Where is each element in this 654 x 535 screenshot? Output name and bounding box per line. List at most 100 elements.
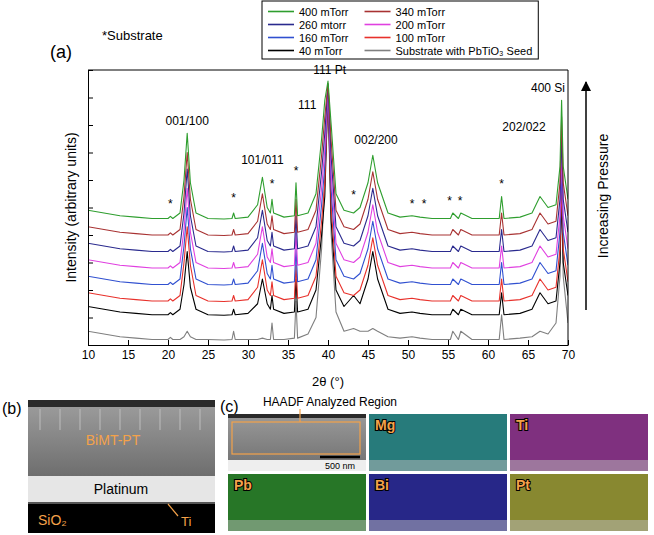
tick-label: 20 <box>162 348 176 362</box>
map-label: Bi <box>375 477 389 493</box>
title-arrow <box>299 409 300 422</box>
legend-item: 40 mTorr <box>268 45 343 57</box>
series-line <box>88 81 568 219</box>
map-background <box>510 414 648 471</box>
legend-item: 260 mtorr <box>268 19 346 31</box>
map-label: Pt <box>516 477 530 493</box>
tick <box>88 318 93 319</box>
tick-mark <box>288 340 289 345</box>
layer-platinum <box>28 476 215 502</box>
legend-swatch <box>365 11 391 13</box>
tick-label: 60 <box>482 348 496 362</box>
tick-mark <box>88 263 93 264</box>
legend-label: 340 mTorr <box>396 6 446 18</box>
map-signal <box>369 414 507 471</box>
annotation: 202/022 <box>502 120 546 134</box>
tick: 15 <box>122 340 136 362</box>
tick-mark <box>88 180 93 181</box>
tick-label: 55 <box>442 348 456 362</box>
note: *Substrate <box>102 28 163 43</box>
tick: 45 <box>362 340 376 362</box>
legend-label: 400 mTorr <box>299 6 349 18</box>
frame-line <box>568 70 569 345</box>
legend-swatch <box>268 37 294 39</box>
series-line <box>88 92 568 340</box>
tick: 25 <box>202 340 216 362</box>
legend-label: 160 mTorr <box>299 32 349 44</box>
grain-texture <box>119 409 121 430</box>
layer-label: Ti <box>181 514 191 529</box>
layer-film <box>28 407 215 476</box>
tick-label: 40 <box>322 348 336 362</box>
tick-label: 45 <box>362 348 376 362</box>
map-background <box>228 474 366 531</box>
tick-mark <box>88 345 93 346</box>
micrograph-b: (b)BiMT-PTPlatinumSiO₂Ti <box>2 400 215 533</box>
map-background <box>369 474 507 531</box>
annotation: * <box>499 177 504 191</box>
grain-texture <box>79 409 81 430</box>
tick-mark <box>408 340 409 345</box>
tick: 70 <box>562 340 576 362</box>
map-background <box>369 414 507 471</box>
haadf-top <box>228 414 366 418</box>
map-background <box>510 474 648 531</box>
tick-mark <box>88 98 93 99</box>
legend-swatch <box>365 37 391 39</box>
annotation: 101/011 <box>241 153 284 167</box>
tick <box>88 125 93 126</box>
haadf-electrode <box>228 460 366 471</box>
map-electrode <box>369 460 507 471</box>
layer-label: Platinum <box>94 481 148 497</box>
legend-label: Substrate with PbTiO₃ Seed <box>396 45 533 57</box>
annotation: * <box>458 194 463 208</box>
series-line <box>88 87 568 286</box>
analyzed-region <box>232 422 360 454</box>
legend: 400 mTorr340 mTorr260 mtorr200 mTorr160 … <box>262 1 538 59</box>
pressure-arrow <box>585 82 587 310</box>
annotation: * <box>270 177 275 191</box>
tick-mark <box>88 208 93 209</box>
tick-mark <box>208 340 209 345</box>
annotation: * <box>231 191 236 205</box>
map-electrode <box>228 520 366 531</box>
tick-label: 25 <box>202 348 216 362</box>
annotation: * <box>422 197 427 211</box>
layer-label: BiMT-PT <box>86 432 141 448</box>
tick <box>88 235 93 236</box>
annotation: 001/100 <box>166 114 210 128</box>
tick <box>88 153 93 154</box>
grain-texture <box>179 409 181 430</box>
axis: 10152025303540455055606570 <box>82 340 576 362</box>
map-label: Pb <box>234 477 252 493</box>
tick-mark <box>88 153 93 154</box>
tick-mark <box>88 290 93 291</box>
legend-label: 260 mtorr <box>299 19 346 31</box>
grain-texture <box>39 409 41 430</box>
map-label: Ti <box>516 417 528 433</box>
plot-area <box>88 81 568 340</box>
annotation: * <box>410 197 415 211</box>
map-label: Mg <box>375 417 395 433</box>
tick-mark <box>488 340 489 345</box>
side-label: Increasing Pressure <box>595 134 611 259</box>
tick-mark <box>248 340 249 345</box>
tick-label: 50 <box>402 348 416 362</box>
series-line <box>88 87 568 269</box>
legend-swatch <box>268 11 294 13</box>
legend-item: Substrate with PbTiO₃ Seed <box>365 45 533 57</box>
tick: 35 <box>282 340 296 362</box>
tick-mark <box>128 340 129 345</box>
legend-label: 100 mTorr <box>396 32 446 44</box>
grain-texture <box>59 409 61 430</box>
legend-item: 160 mTorr <box>268 32 349 44</box>
tick <box>88 345 93 346</box>
map-electrode <box>510 460 648 471</box>
haadf-film <box>228 414 366 471</box>
layer-ti <box>28 502 215 504</box>
annotations: 001/100101/011111111 Pt002/200202/022400… <box>166 63 566 210</box>
layer-sio2 <box>28 504 215 533</box>
map-signal <box>369 474 507 531</box>
tick <box>88 290 93 291</box>
tick: 60 <box>482 340 496 362</box>
